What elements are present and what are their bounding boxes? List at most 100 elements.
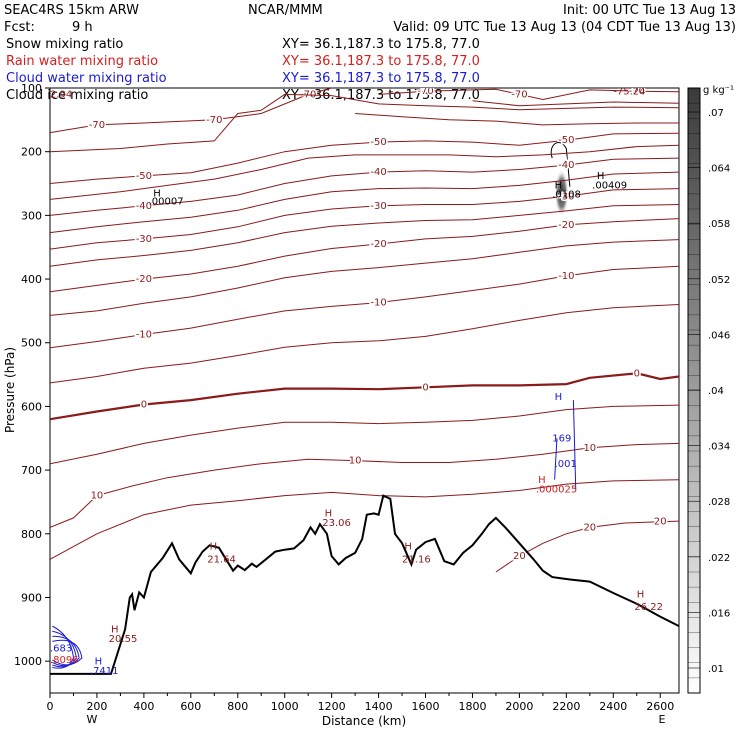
isotherm--45 — [50, 144, 679, 200]
isotherm-label: -40 — [370, 167, 386, 178]
isotherm-label: -20 — [136, 274, 152, 285]
x-tick-label: 0 — [47, 700, 54, 713]
y-tick-label: 700 — [21, 464, 42, 477]
x-tick-label: 2000 — [505, 700, 533, 713]
extremum-label: H — [404, 542, 412, 553]
extremum-label: H — [538, 475, 546, 486]
colorbar-label: .016 — [708, 608, 730, 619]
isotherm-label: -50 — [558, 135, 574, 146]
colorbar-label: .064 — [708, 164, 730, 175]
extremum-label: H — [111, 625, 119, 636]
extremum-label: 20.55 — [109, 634, 138, 645]
isotherm-label: -70 — [206, 115, 222, 126]
isotherm-label: -40 — [136, 201, 152, 212]
isotherm-label: -20 — [558, 220, 574, 231]
y-tick-label: 1000 — [14, 655, 42, 668]
extremum-label: .0108 — [552, 190, 581, 201]
field-xy: XY= 36.1,187.3 to 175.8, 77.0 — [282, 71, 480, 86]
isotherm-label: -30 — [558, 191, 574, 202]
field-legend: Snow mixing ratio XY= 36.1,187.3 to 175.8… — [6, 37, 480, 103]
extremum-label: .7411 — [90, 666, 119, 677]
x-tick-label: 1400 — [365, 700, 393, 713]
extremum-label: 2.94 — [50, 90, 72, 101]
isotherm-label: -30 — [136, 234, 152, 245]
x-axis-label: Distance (km) — [322, 714, 406, 728]
forecast-label: Fcst: — [4, 20, 35, 35]
isotherm-0 — [50, 372, 679, 421]
isotherm-label: -50 — [370, 137, 386, 148]
valid-time: Valid: 09 UTC Tue 13 Aug 13 (04 CDT Tue … — [393, 20, 736, 35]
west-endpoint-label: W — [87, 713, 98, 726]
init-time: Init: 00 UTC Tue 13 Aug 13 — [563, 3, 736, 18]
isotherm--70 — [50, 88, 332, 134]
x-tick-label: 1000 — [271, 700, 299, 713]
isotherm-label: 20 — [583, 522, 596, 533]
terrain-profile — [50, 494, 679, 675]
isotherm--25 — [50, 204, 679, 267]
forecast-hour: 9 h — [72, 20, 93, 35]
x-tick-label: 2600 — [646, 700, 674, 713]
x-tick-label: 200 — [86, 700, 107, 713]
field-name: Snow mixing ratio — [6, 37, 123, 52]
y-tick-label: 300 — [21, 209, 42, 222]
isotherm-label: 0 — [422, 382, 428, 393]
x-tick-label: 800 — [227, 700, 248, 713]
y-axis-label: Pressure (hPa) — [3, 347, 17, 433]
isotherm-15 — [50, 479, 679, 560]
isotherm--40 — [50, 157, 679, 216]
colorbar-label: .052 — [708, 275, 730, 286]
model-title: SEAC4RS 15km ARW — [4, 3, 139, 18]
isotherm--70 — [378, 88, 679, 101]
extremum-label: H — [597, 171, 605, 182]
y-tick-label: 100 — [21, 82, 42, 95]
field-xy: XY= 36.1,187.3 to 175.8, 77.0 — [282, 88, 480, 103]
extremum-label: .000025 — [536, 484, 577, 495]
field-name: Cloud water mixing ratio — [6, 71, 167, 86]
extremum-label: H — [95, 656, 103, 667]
isotherm-20 — [495, 520, 679, 573]
extremum-label: .683 — [50, 644, 72, 655]
extremum-label: 21.16 — [402, 554, 431, 565]
east-endpoint-label: E — [659, 713, 666, 726]
isotherm-label: 20 — [513, 551, 526, 562]
y-tick-label: 800 — [21, 528, 42, 541]
isotherm--5 — [50, 304, 679, 384]
extremum-label: H — [325, 509, 333, 520]
x-tick-label: 1800 — [458, 700, 486, 713]
y-tick-label: 500 — [21, 337, 42, 350]
isotherm-label: 0 — [141, 400, 147, 411]
plot-frame — [49, 87, 680, 694]
isotherm-label: -50 — [136, 171, 152, 182]
extremum-label: .00007 — [149, 197, 184, 208]
isotherm-label: 10 — [91, 491, 104, 502]
x-tick-label: 400 — [133, 700, 154, 713]
colorbar: g kg⁻¹ .01 .016 .022 .028 .034 .04 .046 .052 .05… — [687, 85, 734, 694]
isotherm-label: -10 — [136, 329, 152, 340]
colorbar-label: .046 — [708, 330, 730, 341]
isotherm--10 — [50, 265, 679, 349]
isotherm--60 — [50, 93, 679, 153]
colorbar-label: .034 — [708, 442, 730, 453]
isotherm--50 — [50, 132, 679, 184]
cloud-water-contour — [554, 400, 577, 490]
colorbar-label: .04 — [708, 386, 724, 397]
colorbar-label: .058 — [708, 219, 730, 230]
y-tick-label: 400 — [21, 273, 42, 286]
isotherm-label: 20 — [654, 517, 667, 528]
isotherm-label: -70 — [417, 86, 433, 97]
isotherm--15 — [50, 239, 679, 316]
cloud-water-contour — [52, 630, 77, 668]
extremum-label: H — [637, 589, 645, 600]
isotherm-label: 0 — [634, 368, 640, 379]
x-tick-label: 2400 — [599, 700, 627, 713]
isotherm--55 — [355, 113, 679, 126]
isotherm-label: -70 — [629, 86, 645, 97]
field-xy: XY= 36.1,187.3 to 175.8, 77.0 — [282, 54, 480, 69]
field-xy: XY= 36.1,187.3 to 175.8, 77.0 — [282, 37, 480, 52]
extremum-label: 23.06 — [322, 518, 351, 529]
isotherm--65 — [472, 100, 679, 107]
cloud-water-contour — [52, 625, 74, 669]
extremum-label: 21.64 — [207, 554, 236, 565]
isotherm-label: -30 — [370, 201, 386, 212]
